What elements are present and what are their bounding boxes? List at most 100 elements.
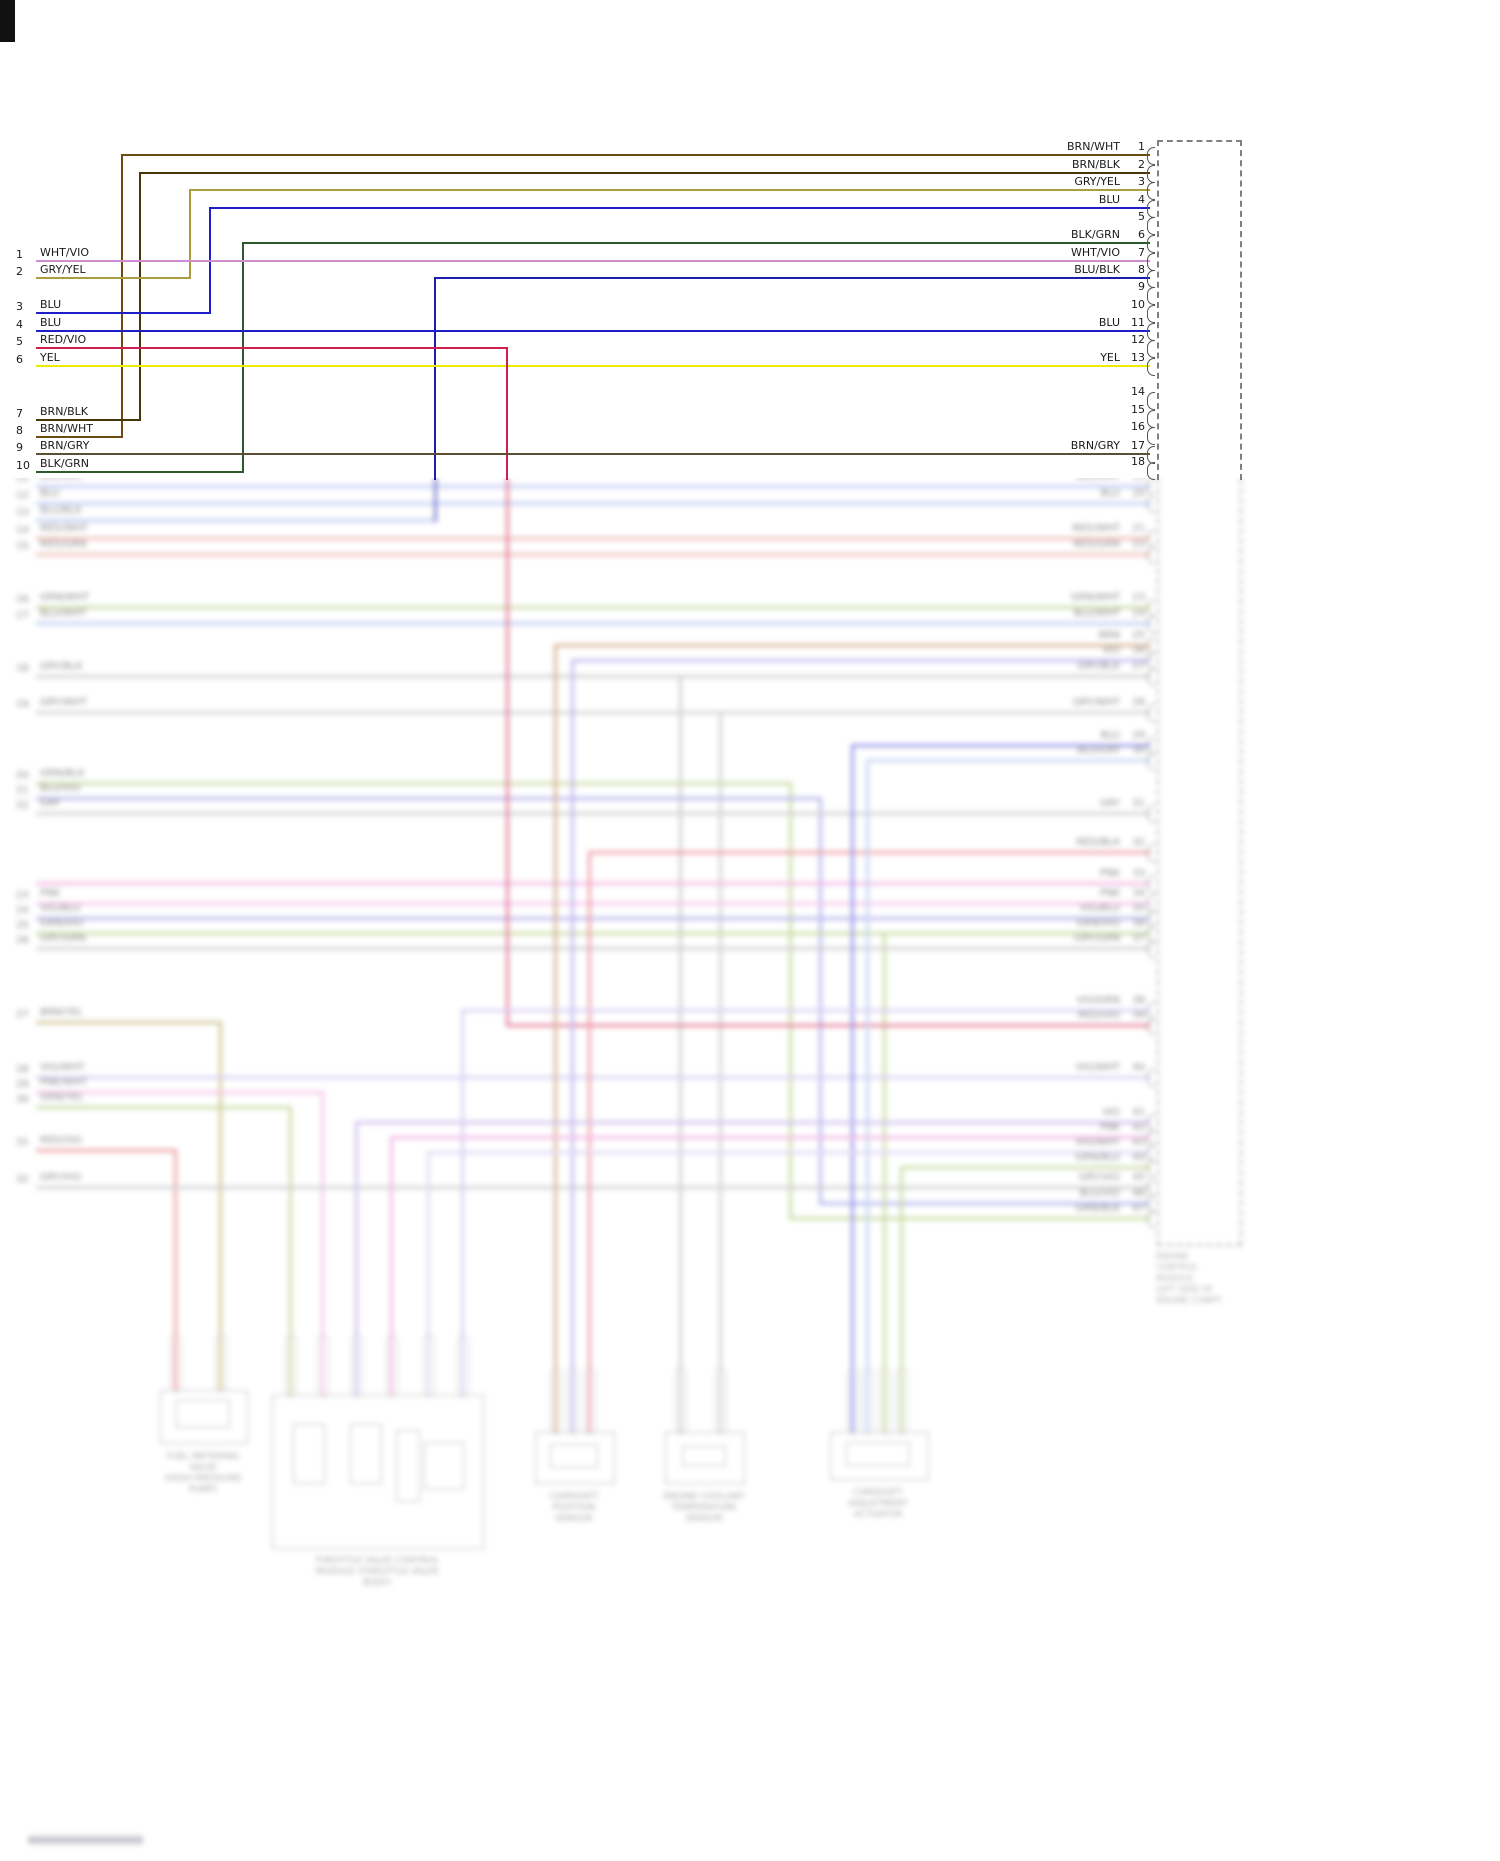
right-pin-number-38: 38 (1132, 995, 1145, 1006)
left-pin-label-22: GRY (40, 798, 61, 809)
wire-brn-gry-0 (36, 453, 1150, 455)
camshaft-position-sensor-label-0: CAMSHAFT (549, 1492, 599, 1502)
right-pin-label-26: VIO (1102, 645, 1120, 656)
right-pin-label-38: VIO/GRN (1076, 995, 1120, 1006)
blur-wire-row22-0 (35, 811, 1151, 815)
blur-wire-red-c3-1 (587, 850, 591, 1434)
camshaft-adjustment-actuator-terminal-1 (862, 1368, 874, 1434)
blur-wire-red-vio-cont-1 (505, 1023, 1151, 1027)
blur-wire-row26-0 (35, 946, 1151, 950)
left-pin-number-27: 27 (16, 1009, 29, 1020)
blur-wire-row11-0 (35, 484, 1151, 488)
right-pin-arc-icon-11 (1147, 323, 1155, 341)
right-pin-number-4: 4 (1138, 193, 1145, 206)
blur-wire-row31-1 (173, 1148, 177, 1392)
right-pin-number-14: 14 (1131, 385, 1145, 398)
throttle-valve-control-module-inner-1 (350, 1424, 382, 1484)
right-pin-label-39: RED/VIO (1078, 1010, 1120, 1021)
blur-wire-row27-1 (218, 1020, 222, 1392)
right-pin-number-10: 10 (1131, 298, 1145, 311)
left-pin-label-3: BLU (40, 298, 62, 311)
blur-wire-row25-1 (882, 931, 886, 1434)
left-pin-label-8: BRN/WHT (40, 422, 93, 435)
left-pin-number-15: 15 (16, 541, 29, 552)
right-pin-number-44: 44 (1132, 1152, 1145, 1163)
right-pin-arc-icon-39 (1147, 1017, 1155, 1035)
blur-wire-row12-0 (35, 501, 1151, 505)
camshaft-position-sensor-label-1: POSITION (552, 1503, 596, 1513)
diagram-blurred-content: 11 BLU/GRY 12 BLU 13 BLU/BLK 14 RED/WHT 15 RED/GR… (0, 478, 1500, 1861)
right-pin-number-3: 3 (1138, 175, 1145, 188)
right-pin-arc-icon-31 (1147, 805, 1155, 823)
right-pin-number-9: 9 (1138, 280, 1145, 293)
wire-blu-1-0 (209, 207, 1150, 209)
fuel-metering-valve-box (160, 1390, 248, 1444)
left-pin-number-4: 4 (16, 318, 23, 331)
right-pin-label-19: BLU/GRY (955, 478, 1120, 482)
blur-wire-lvio-c2-0 (426, 1150, 1151, 1154)
throttle-valve-control-module-terminal-4 (423, 1335, 435, 1397)
wire-blu-1-2 (36, 312, 211, 314)
right-pin-arc-icon-13 (1147, 358, 1155, 376)
wire-gry-yel-1 (189, 189, 191, 279)
left-pin-label-4: BLU (40, 316, 62, 329)
left-pin-number-8: 8 (16, 424, 23, 437)
left-pin-number-17: 17 (16, 610, 29, 621)
engine-coolant-temperature-sensor-label-0: ENGINE COOLANT (663, 1492, 745, 1502)
blur-wire-mag-c2-1 (389, 1135, 393, 1397)
right-pin-label-7: WHT/VIO (1070, 246, 1120, 259)
right-pin-number-37: 37 (1132, 933, 1145, 944)
left-pin-label-1: WHT/VIO (40, 246, 90, 259)
right-pin-number-46: 46 (1132, 1188, 1145, 1199)
blur-wire-lblu-c5-1 (865, 758, 869, 1434)
right-pin-number-21: 21 (1132, 523, 1145, 534)
left-pin-number-28: 28 (16, 1064, 29, 1075)
blur-wire-row21-1 (818, 796, 822, 1205)
camshaft-adjustment-actuator-label-2: ACTUATOR (853, 1510, 903, 1520)
wire-gry-yel-0 (189, 189, 1150, 191)
left-pin-label-26: GRY/GRN (40, 933, 86, 944)
right-pin-label-24: BLU/WHT (1073, 608, 1120, 619)
throttle-valve-control-module-label-2: BODY) (362, 1578, 392, 1588)
engine-control-module-label-1: CONTROL (1156, 1263, 1198, 1273)
right-pin-arc-icon-5 (1147, 217, 1155, 235)
right-pin-label-31: GRY (1099, 798, 1120, 809)
throttle-valve-control-module-terminal-2 (351, 1335, 363, 1397)
left-pin-label-13: BLU/BLK (40, 505, 82, 516)
left-pin-label-7: BRN/BLK (40, 405, 89, 418)
throttle-valve-control-module-terminal-5 (457, 1335, 469, 1397)
control-module-connector-top (1157, 140, 1242, 480)
right-pin-arc-icon-47 (1147, 1210, 1155, 1228)
blur-wire-row30-0 (35, 1105, 292, 1109)
blur-wire-row25-0 (35, 931, 1151, 935)
wire-blu-2-0 (36, 330, 1150, 332)
right-pin-number-1: 1 (1138, 140, 1145, 153)
left-pin-label-10: BLK/GRN (40, 457, 89, 470)
left-pin-label-18: GRY/BLK (40, 661, 83, 672)
right-pin-number-36: 36 (1132, 918, 1145, 929)
diagram-blurred-section: 11 BLU/GRY 12 BLU 13 BLU/BLK 14 RED/WHT 15 RED/GR… (0, 478, 1500, 1861)
left-pin-number-30: 30 (16, 1094, 29, 1105)
blur-wire-red-c3-0 (587, 850, 1151, 854)
blur-wire-row16-0 (35, 605, 1151, 609)
blur-wire-row20-2 (788, 1216, 1151, 1220)
camshaft-adjustment-actuator-label-1: ADJUSTMENT (848, 1499, 908, 1509)
blur-wire-grn-c5-1 (899, 1165, 903, 1434)
right-pin-label-13: YEL (1100, 351, 1120, 364)
wire-blu-blk-1 (434, 277, 436, 480)
engine-control-module-label-2: MODULE, (1156, 1274, 1196, 1284)
engine-coolant-temperature-sensor-label-1: TEMPERATURE (671, 1503, 737, 1513)
blur-wire-row21-0 (35, 796, 822, 800)
blur-wire-vio-c2-1 (354, 1120, 358, 1397)
left-pin-label-24: VIO/BLU (40, 903, 81, 914)
right-pin-number-6: 6 (1138, 228, 1145, 241)
right-pin-label-23: GRN/WHT (1070, 592, 1120, 603)
camshaft-position-sensor-terminal-2 (584, 1368, 596, 1434)
blur-wire-row18-1 (678, 674, 682, 1434)
right-pin-number-33: 33 (1132, 868, 1145, 879)
camshaft-adjustment-actuator-terminal-3 (896, 1368, 908, 1434)
right-pin-label-46: BLU/VIO (1079, 1188, 1120, 1199)
wire-blk-grn-2 (36, 471, 244, 473)
left-pin-number-25: 25 (16, 920, 29, 931)
right-pin-number-16: 16 (1131, 420, 1145, 433)
